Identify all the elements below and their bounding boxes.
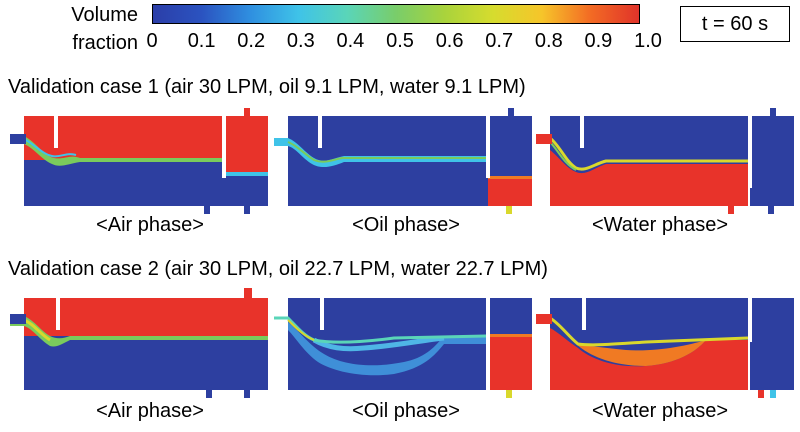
case2-oil-panel (274, 288, 536, 400)
case2-caption-water: <Water phase> (591, 400, 729, 422)
legend-title-line1: Volume (71, 4, 138, 26)
legend-title-line2: fraction (72, 32, 138, 54)
case1-caption-oil: <Oil phase> (352, 214, 460, 236)
colorbar-tick: 0.2 (237, 30, 266, 52)
lower-fluid (24, 160, 224, 206)
colorbar-tick: 0.3 (286, 30, 315, 52)
case1-caption-air: <Air phase> (96, 214, 204, 236)
case1-air-panel (10, 108, 272, 216)
case1-water-panel (536, 108, 798, 216)
colorbar-tick: 0.7 (485, 30, 514, 52)
case1-title: Validation case 1 (air 30 LPM, oil 9.1 L… (8, 76, 526, 98)
case2-caption-air: <Air phase> (96, 400, 204, 422)
case1-oil-panel (274, 108, 536, 216)
case1-caption-water: <Water phase> (591, 214, 729, 236)
colorbar-tick: 1.0 (634, 30, 662, 52)
case2-title: Validation case 2 (air 30 LPM, oil 22.7 … (8, 258, 548, 280)
colorbar-tick: 0 (146, 30, 158, 52)
case2-caption-oil: <Oil phase> (352, 400, 460, 422)
colorbar-tick: 0.8 (534, 30, 563, 52)
colorbar (152, 4, 640, 24)
case2-air-panel (10, 288, 272, 400)
colorbar-tick: 0.5 (386, 30, 414, 52)
colorbar-tick: 0.9 (584, 30, 613, 52)
time-label: t = 60 s (680, 6, 790, 42)
case2-water-panel (536, 288, 798, 400)
colorbar-tick: 0.4 (336, 30, 365, 52)
colorbar-ticks: 0 0.1 0.2 0.3 0.4 0.5 0.6 0.7 0.8 0.9 1.0 (140, 30, 662, 56)
colorbar-tick: 0.6 (435, 30, 464, 52)
colorbar-tick: 0.1 (187, 30, 216, 52)
